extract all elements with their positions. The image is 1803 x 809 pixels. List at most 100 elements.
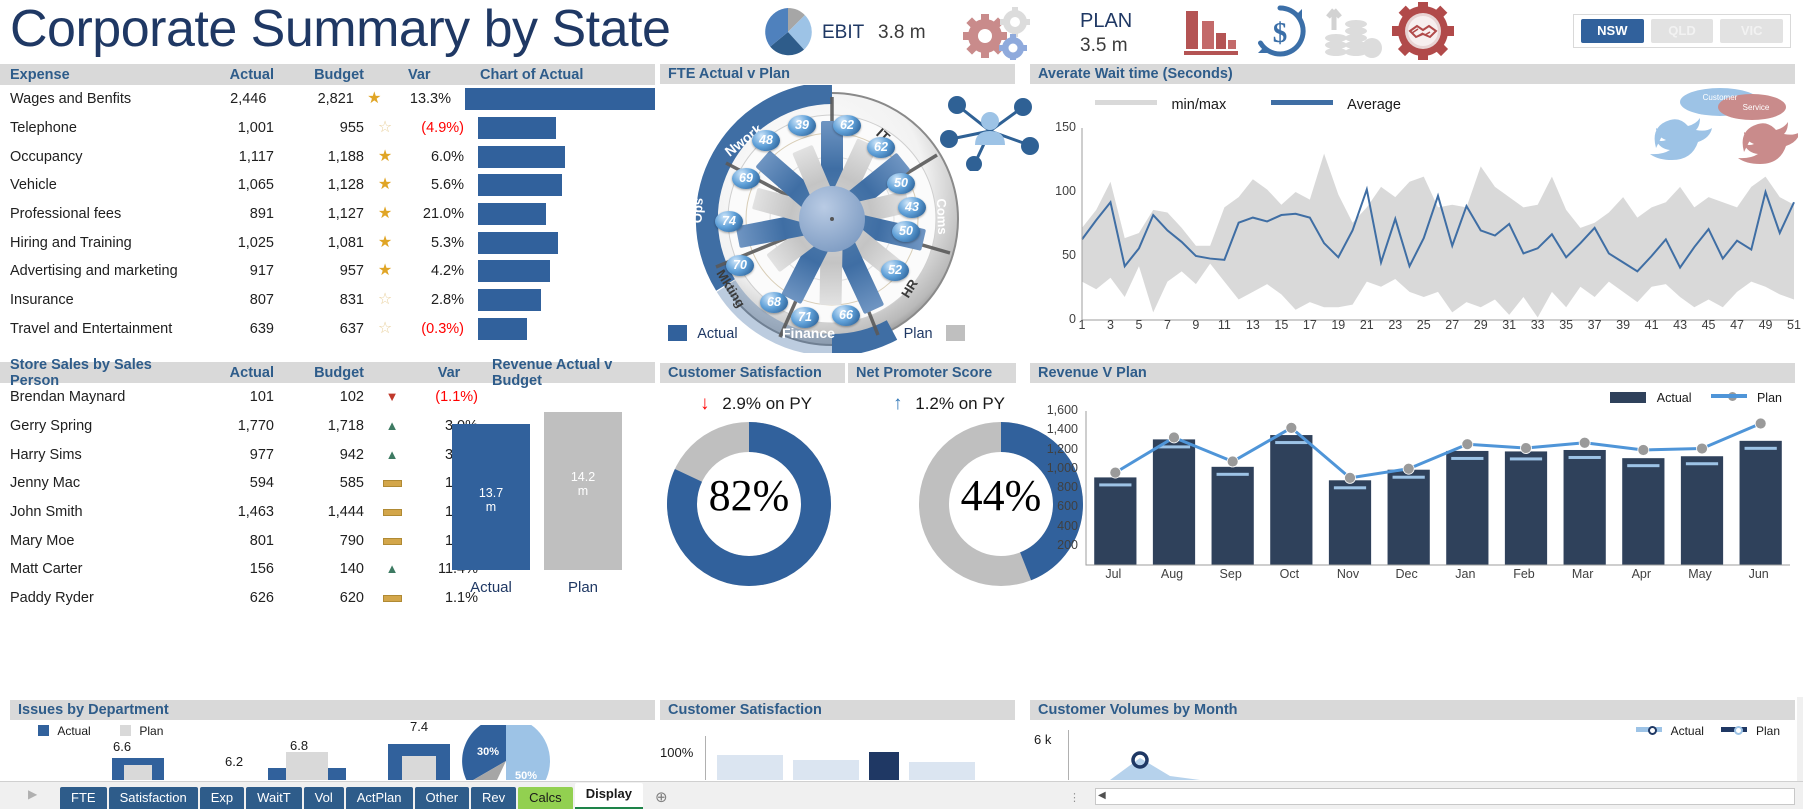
sheet-tabs[interactable]: FTE Satisfaction Exp WaitT Vol ActPlan Other Re… — [60, 782, 668, 809]
star-icon: ★ — [377, 205, 393, 223]
sheet-tab-calcs[interactable]: Calcs — [518, 787, 573, 809]
wait-ytick: 100 — [1055, 184, 1076, 198]
expense-var: 5.6% — [430, 177, 464, 194]
sheet-nav-arrow-icon[interactable]: ▶ — [28, 787, 38, 801]
revenue-axis — [1085, 411, 1790, 566]
fte-value-bubble: 71 — [791, 307, 819, 328]
wait-xtick: 47 — [1730, 318, 1744, 332]
star-icon: ★ — [377, 233, 393, 251]
rev-bar-plan-label: Plan — [567, 579, 599, 596]
wait-xtick: 39 — [1616, 318, 1631, 332]
state-button-qld[interactable]: QLD — [1650, 19, 1714, 43]
scroll-left-icon[interactable]: ◀ — [1098, 790, 1106, 801]
wait-xtick: 25 — [1416, 318, 1431, 332]
expense-name: Professional fees — [10, 206, 122, 223]
revenue-legend-actual-label: Actual — [1656, 391, 1692, 405]
expense-name: Telephone — [10, 120, 77, 137]
issues-legend-actual-swatch — [38, 725, 49, 736]
trend-icon — [364, 475, 420, 491]
volumes-axis-label: 6 k — [1034, 732, 1052, 747]
fte-value-bubble: 50 — [892, 221, 920, 242]
revenue-bar — [1211, 466, 1254, 565]
tab-split-handle[interactable]: ⋮ — [1069, 792, 1081, 804]
fte-value-bubble: 43 — [898, 197, 926, 218]
revenue-xtick: Mar — [1571, 567, 1594, 581]
sheet-tab-satisfaction[interactable]: Satisfaction — [108, 787, 198, 809]
expense-bar-cell — [464, 317, 655, 340]
fte-value-bubble: 68 — [760, 292, 788, 313]
issues-legend-plan-swatch — [120, 725, 132, 736]
svg-text:30%: 30% — [477, 746, 499, 758]
fte-value-bubble: 74 — [715, 211, 743, 232]
star-icon: ☆ — [377, 291, 393, 309]
issues-by-department-chart: Actual Plan 6.6 6.2 6.8 7.4 30% 50% — [10, 722, 655, 780]
handshake-gear-icon — [1392, 2, 1454, 60]
horizontal-scrollbar[interactable]: ◀ — [1095, 788, 1795, 805]
revenue-bar — [1387, 469, 1430, 565]
pie-chart-icon — [765, 8, 812, 56]
expense-name: Wages and Benfits — [10, 91, 132, 108]
star-icon: ★ — [367, 90, 382, 108]
revenue-bar — [1328, 480, 1372, 565]
expense-budget: 1,128 — [327, 177, 364, 194]
revenue-ytick: 1,400 — [1046, 422, 1078, 437]
trend-icon: ▲ — [364, 561, 420, 577]
revenue-xtick: Jul — [1105, 567, 1122, 581]
customer-satisfaction-bottom-chart: 100% — [660, 722, 1015, 780]
sheet-tab-actplan[interactable]: ActPlan — [345, 787, 413, 809]
table-row: Wages and Benfits 2,446 2,821 ★ 13.3% — [0, 85, 655, 114]
expense-bar — [478, 145, 566, 168]
revenue-bar — [1446, 450, 1489, 565]
table-row: Hiring and Training 1,025 1,081 ★ 5.3% — [0, 228, 655, 257]
svg-text:50%: 50% — [515, 770, 537, 780]
state-button-nsw[interactable]: NSW — [1581, 19, 1644, 43]
fte-legend-actual-label: Actual — [697, 326, 738, 342]
revenue-ytick: 1,200 — [1046, 441, 1078, 456]
revenue-legend: Actual Plan — [1610, 391, 1782, 405]
revenue-v-plan-chart: Actual Plan 200 400 600 800 1,000 1,200 1,400 1… — [1030, 385, 1798, 600]
sheet-tab-exp[interactable]: Exp — [199, 787, 245, 809]
state-button-vic[interactable]: VIC — [1720, 19, 1784, 43]
revenue-xtick: Jan — [1455, 567, 1476, 581]
customer-volumes-chart: 6 k Actual Plan — [1030, 722, 1798, 780]
star-icon: ☆ — [377, 119, 393, 137]
revenue-ytick: 400 — [1057, 518, 1078, 533]
issues-label-3: 6.8 — [290, 738, 309, 753]
expense-name: Advertising and marketing — [10, 263, 178, 280]
wait-axis — [1081, 128, 1794, 321]
sheet-tab-waitt[interactable]: WaitT — [246, 787, 302, 809]
wait-xtick: 13 — [1245, 318, 1260, 332]
sheet-tab-other[interactable]: Other — [414, 787, 470, 809]
wait-xtick: 17 — [1302, 318, 1317, 332]
revenue-ytick: 200 — [1057, 537, 1078, 552]
wait-xtick: 29 — [1473, 318, 1488, 332]
issues-legend: Actual Plan — [38, 724, 163, 738]
nps-change-text: 1.2% on PY — [915, 394, 1006, 413]
triangle-down-icon: ▼ — [385, 389, 399, 405]
expense-budget: 637 — [339, 320, 364, 337]
issues-label-1: 6.6 — [113, 739, 132, 754]
expense-bar-cell — [464, 260, 655, 283]
expense-budget: 831 — [339, 292, 364, 309]
sales-budget: 1,718 — [327, 418, 364, 435]
sheet-tab-display[interactable]: Display — [574, 783, 643, 809]
star-icon: ☆ — [377, 319, 393, 337]
add-sheet-icon[interactable]: ⊕ — [654, 789, 668, 806]
revenue-plan-marker — [1520, 442, 1532, 454]
expense-actual: 891 — [249, 206, 274, 223]
revenue-ytick: 1,600 — [1046, 403, 1078, 417]
sales-actual: 977 — [249, 446, 274, 463]
satisfaction-change: ↓ 2.9% on PY — [700, 393, 812, 415]
sheet-tab-vol[interactable]: Vol — [303, 787, 344, 809]
col-budget2: Budget — [314, 364, 364, 381]
sheet-tab-fte[interactable]: FTE — [60, 787, 107, 809]
fte-segment-labels: Nwork IT Coms HR Finance Mkting Ops — [660, 85, 1020, 353]
expense-actual: 1,001 — [237, 120, 274, 137]
volumes-axis — [1068, 730, 1069, 780]
fte-value-bubble: 39 — [788, 115, 816, 136]
sheet-tab-rev[interactable]: Rev — [471, 787, 517, 809]
svg-text:Customer: Customer — [1703, 93, 1738, 102]
state-filter[interactable]: NSW QLD VIC — [1573, 14, 1791, 48]
